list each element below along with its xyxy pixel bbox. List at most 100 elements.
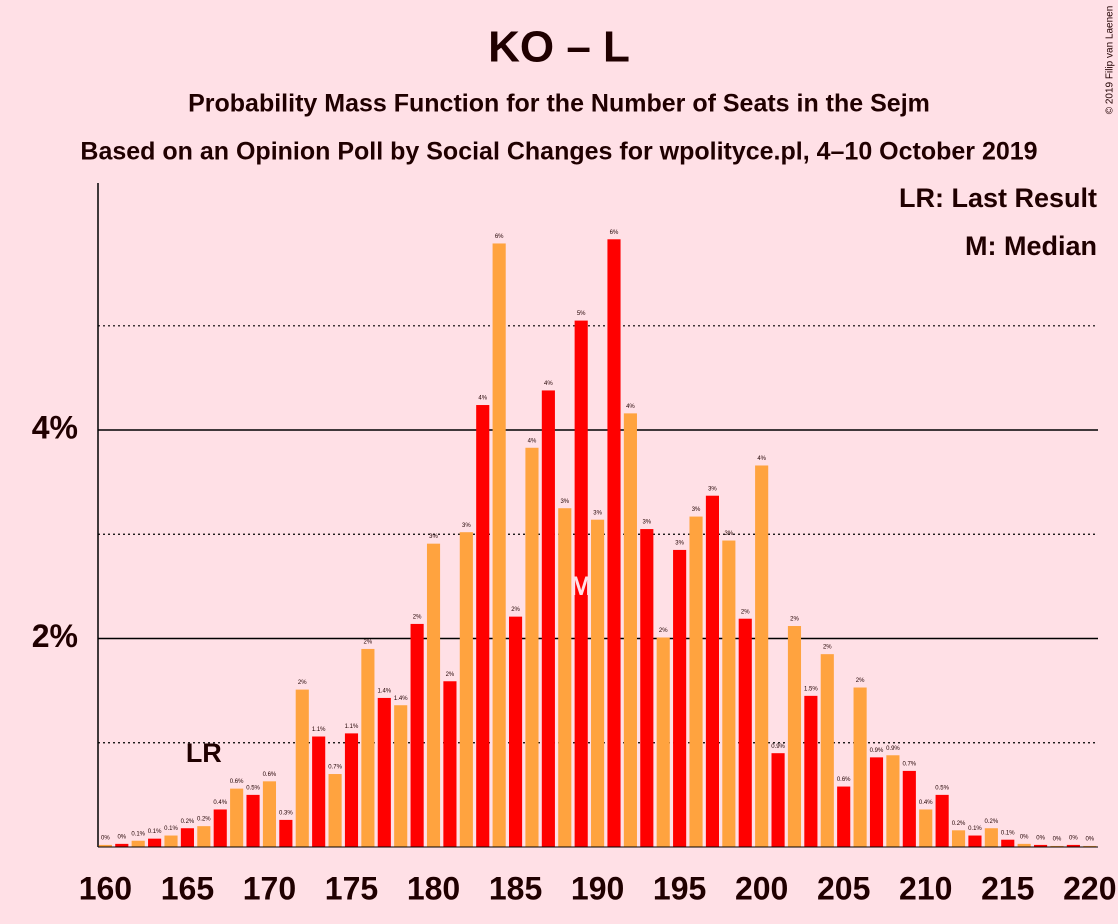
- x-tick-label: 220: [1063, 870, 1116, 906]
- value-label: 3%: [675, 540, 684, 546]
- bar: [689, 516, 703, 847]
- bar: [722, 540, 736, 847]
- x-tick-label: 210: [899, 870, 952, 906]
- bar: [591, 519, 605, 847]
- last-result-marker: LR: [186, 738, 222, 768]
- value-label: 4%: [757, 456, 766, 462]
- bar: [377, 697, 391, 847]
- bar: [1083, 845, 1097, 847]
- x-tick-label: 215: [981, 870, 1034, 906]
- value-label: 0.9%: [870, 748, 884, 754]
- value-label: 0.7%: [328, 765, 342, 771]
- bar: [508, 616, 523, 847]
- x-tick-label: 180: [407, 870, 460, 906]
- value-label: 3%: [560, 499, 569, 505]
- value-label: 0.3%: [279, 810, 293, 816]
- bar: [771, 753, 785, 847]
- bar: [312, 736, 326, 847]
- bar: [279, 819, 293, 847]
- bar: [525, 447, 539, 847]
- bar: [935, 794, 949, 847]
- bar: [131, 840, 145, 847]
- value-label: 2%: [823, 645, 832, 651]
- value-label: 0.5%: [935, 785, 949, 791]
- value-label: 0.4%: [919, 800, 933, 806]
- value-label: 6%: [495, 234, 504, 240]
- bar: [1066, 844, 1080, 847]
- bar: [951, 830, 966, 847]
- x-tick-label: 175: [325, 870, 378, 906]
- bar: [984, 828, 998, 847]
- chart-title: KO – L: [488, 23, 630, 72]
- value-label: 1.1%: [312, 727, 326, 733]
- bar: [673, 549, 687, 847]
- value-label: 0.5%: [246, 785, 260, 791]
- value-label: 1.5%: [804, 686, 818, 692]
- bar: [328, 774, 342, 847]
- bar: [607, 239, 621, 848]
- bar: [1050, 845, 1064, 847]
- value-label: 0%: [101, 835, 110, 841]
- value-label: 2%: [659, 628, 668, 634]
- value-label: 0%: [1053, 837, 1062, 843]
- value-label: 0.1%: [131, 831, 145, 837]
- bar: [1034, 844, 1048, 847]
- subtitle: Probability Mass Function for the Number…: [188, 90, 930, 118]
- value-label: 0.6%: [263, 772, 277, 778]
- value-label: 2%: [511, 607, 520, 613]
- bar: [623, 413, 637, 847]
- value-label: 5%: [577, 311, 586, 317]
- value-label: 0%: [1085, 837, 1094, 843]
- value-label: 3%: [725, 531, 734, 537]
- bar: [459, 532, 473, 847]
- bar: [197, 826, 211, 847]
- bar: [1017, 843, 1031, 847]
- value-label: 3%: [429, 534, 438, 540]
- bar: [787, 626, 802, 847]
- bar: [656, 637, 670, 847]
- x-tick-label: 190: [571, 870, 624, 906]
- x-tick-label: 160: [79, 870, 132, 906]
- value-label: 0.6%: [230, 779, 244, 785]
- value-label: 0.2%: [181, 819, 195, 825]
- bar: [230, 788, 244, 847]
- bar: [410, 623, 424, 847]
- value-label: 0.7%: [902, 761, 916, 767]
- subtitle: Based on an Opinion Poll by Social Chang…: [80, 138, 1037, 166]
- bar: [853, 687, 867, 847]
- x-tick-label: 185: [489, 870, 542, 906]
- value-label: 1.4%: [394, 696, 408, 702]
- value-label: 0%: [1036, 835, 1045, 841]
- bar: [180, 828, 194, 847]
- legend-entry: LR: Last Result: [899, 183, 1097, 213]
- bar: [902, 770, 916, 847]
- x-tick-label: 200: [735, 870, 788, 906]
- value-label: 0.1%: [164, 826, 178, 832]
- bar: [968, 835, 982, 847]
- value-label: 1.4%: [377, 689, 391, 695]
- value-label: 0.9%: [771, 744, 785, 750]
- bar: [541, 390, 555, 847]
- value-label: 2%: [364, 640, 373, 646]
- value-label: 2%: [741, 609, 750, 615]
- value-label: 1.1%: [345, 724, 359, 730]
- value-label: 2%: [298, 680, 307, 686]
- value-label: 0.9%: [886, 746, 900, 752]
- value-label: 0%: [117, 834, 126, 840]
- legend-entry: M: Median: [965, 231, 1097, 261]
- value-label: 3%: [708, 486, 717, 492]
- value-label: 0.2%: [985, 819, 999, 825]
- value-label: 3%: [692, 507, 701, 513]
- median-marker: M: [570, 571, 593, 601]
- value-label: 0.2%: [197, 817, 211, 823]
- bar: [344, 733, 359, 847]
- x-tick-label: 205: [817, 870, 870, 906]
- value-label: 3%: [642, 520, 651, 526]
- bar: [361, 648, 375, 847]
- bar: [246, 794, 260, 847]
- bar: [164, 835, 178, 847]
- value-label: 4%: [626, 404, 635, 410]
- value-label: 4%: [544, 381, 553, 387]
- bar: [426, 543, 441, 847]
